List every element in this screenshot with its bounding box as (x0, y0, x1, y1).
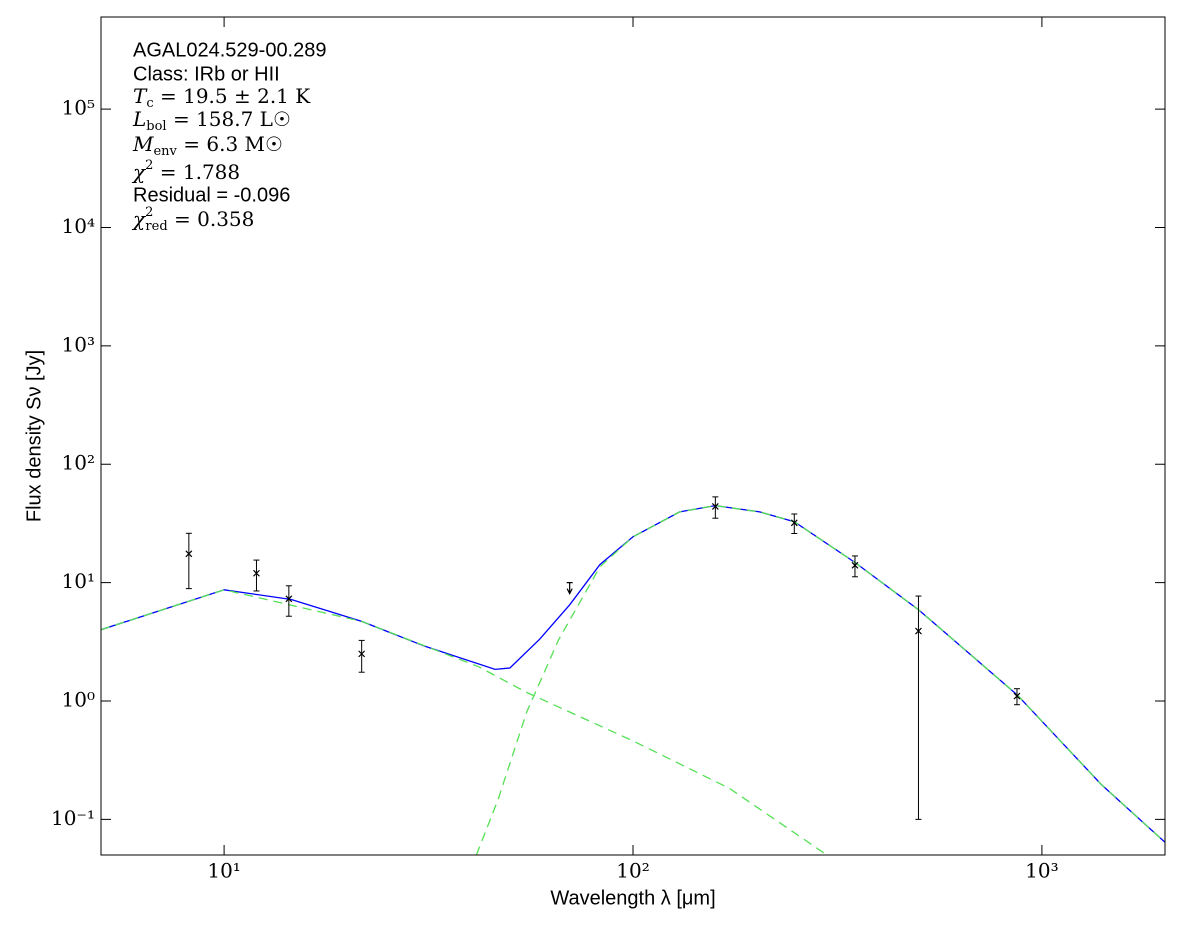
data-point (253, 569, 260, 577)
error-bar (915, 595, 922, 820)
data-point (711, 503, 719, 510)
y-tick-label: 10³ (62, 332, 95, 356)
error-bar (791, 513, 798, 534)
x-axis-label: Wavelength λ [μm] (550, 887, 715, 909)
y-tick-label: 10⁰ (62, 687, 95, 711)
y-tick-label: 10² (62, 451, 95, 475)
y-tick-label: 10¹ (62, 569, 95, 593)
error-bar (253, 559, 260, 592)
error-bar (358, 639, 365, 673)
annotation-text: = 6.3 M☉ (177, 132, 283, 156)
annotation: χ2 = 1.788 (131, 158, 240, 184)
y-tick-label: 10⁴ (62, 214, 95, 238)
annotation: Menv = 6.3 M☉ (132, 132, 283, 159)
y-tick-label: 10⁻¹ (51, 806, 95, 830)
data-point (185, 550, 193, 558)
y-axis-label: Flux density Sν [Jy] (23, 350, 45, 522)
annotation: Tc = 19.5 ± 2.1 K (133, 84, 311, 111)
annotation-sup: 2 (145, 158, 153, 173)
data-point (915, 627, 922, 635)
annotation-sub: bol (146, 119, 166, 134)
x-tick-label: 10¹ (207, 859, 240, 883)
annotation-symbol: χ (131, 207, 147, 231)
data-point (790, 519, 798, 527)
data-point (285, 595, 293, 603)
annotation-sub: env (153, 144, 177, 159)
annotation: Residual = -0.096 (133, 184, 290, 206)
model-line (101, 589, 828, 855)
data-point (851, 561, 859, 569)
error-bar (185, 532, 192, 590)
upper-limit (566, 582, 573, 595)
annotation-text: = 158.7 L☉ (167, 107, 291, 131)
data-point (358, 650, 366, 658)
annotation: χ2 red = 0.358 (131, 205, 254, 234)
annotation: Lbol = 158.7 L☉ (132, 107, 291, 134)
model-line (475, 504, 1165, 855)
plot-area (101, 496, 1165, 855)
error-bar (285, 585, 292, 617)
annotation-text: = 0.358 (168, 207, 255, 231)
data-point (1013, 692, 1021, 700)
error-bar (712, 496, 719, 519)
annotation-symbol: L (132, 107, 146, 131)
annotation-symbol: T (133, 84, 148, 108)
y-tick-label: 10⁵ (62, 96, 95, 120)
annotation-sup: 2 (145, 205, 153, 220)
annotation: Class: IRb or HII (133, 63, 280, 85)
annotation-symbol: χ (131, 160, 147, 184)
annotation-text: = 19.5 ± 2.1 K (154, 84, 312, 108)
annotation-text: = 1.788 (153, 160, 240, 184)
annotation: AGAL024.529-00.289 (133, 39, 327, 61)
annotation-symbol: M (132, 132, 154, 156)
x-tick-label: 10³ (1025, 859, 1058, 883)
error-bar (851, 555, 858, 578)
annotation-sub: red (145, 219, 167, 234)
annotation-sub: c (146, 96, 153, 111)
x-tick-label: 10² (616, 859, 649, 883)
